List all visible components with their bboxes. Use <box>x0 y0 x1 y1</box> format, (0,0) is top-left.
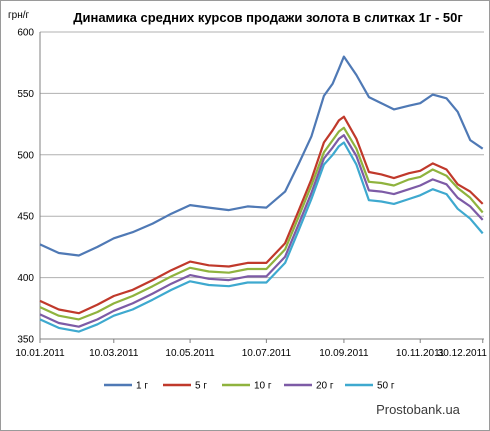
y-tick-label: 500 <box>17 150 34 161</box>
legend-label: 10 г <box>254 381 272 392</box>
series-line-5 <box>39 141 484 333</box>
legend: 1 г 5 г 10 г 20 г 50 г <box>104 381 395 392</box>
x-tick-label: 10.07.2011 <box>242 348 292 359</box>
series-line-3 <box>39 126 484 321</box>
series-line-2 <box>39 115 484 315</box>
legend-label: 20 г <box>316 381 334 392</box>
legend-label: 50 г <box>377 381 395 392</box>
x-tick-labels: 10.01.2011 10.03.2011 10.05.2011 10.07.2011… <box>15 348 487 359</box>
x-tick-label: 10.01.2011 <box>15 348 65 359</box>
gridlines <box>40 31 484 279</box>
y-tick-label: 550 <box>17 89 34 100</box>
legend-label: 1 г <box>136 381 148 392</box>
x-tick-label: 30.12.2011 <box>438 348 488 359</box>
y-tick-labels: 350 400 450 500 550 600 <box>17 28 34 346</box>
y-axis-label: грн/г <box>8 10 30 21</box>
y-tick-label: 450 <box>17 212 34 223</box>
y-tick-label: 600 <box>17 28 34 39</box>
series-line-4 <box>39 134 484 328</box>
axes <box>39 32 484 343</box>
x-tick-label: 10.09.2011 <box>319 348 369 359</box>
x-tick-label: 10.11.2011 <box>396 348 445 359</box>
series-line-1 <box>39 55 484 257</box>
series-lines <box>39 55 484 333</box>
y-tick-label: 400 <box>17 273 34 284</box>
watermark: Prostobank.ua <box>376 402 461 417</box>
legend-label: 5 г <box>195 381 207 392</box>
chart-title: Динамика средних курсов продажи золота в… <box>73 10 463 25</box>
y-tick-label: 350 <box>17 335 34 346</box>
x-tick-label: 10.05.2011 <box>165 348 215 359</box>
x-tick-label: 10.03.2011 <box>89 348 139 359</box>
